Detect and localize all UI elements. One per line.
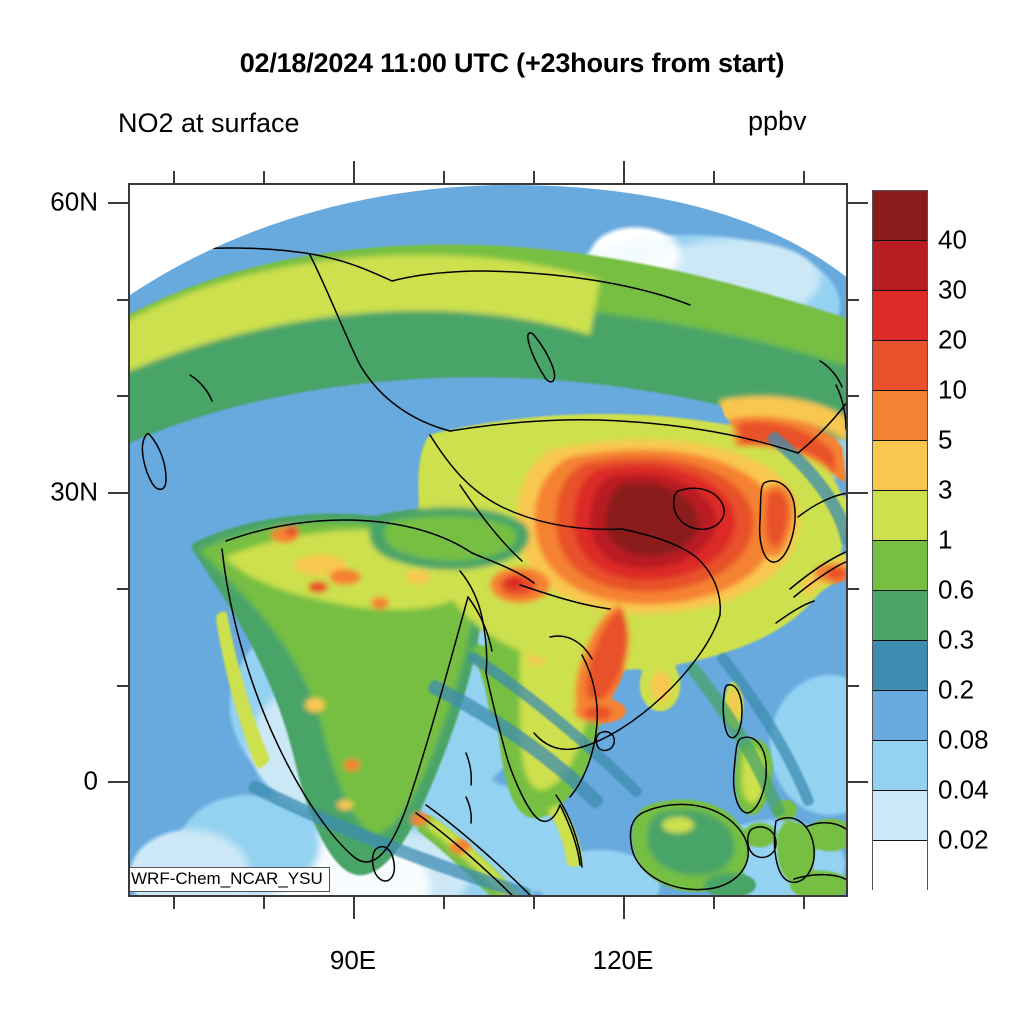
- x-tick-mark: [533, 171, 535, 183]
- colorbar-tick-label: 30: [938, 274, 967, 305]
- x-tick-mark: [353, 161, 355, 183]
- colorbar-tick-label: 10: [938, 374, 967, 405]
- colorbar-tick-label: 0.08: [938, 724, 989, 755]
- no2-concentration-field: [130, 185, 846, 895]
- y-tick-mark: [848, 202, 868, 205]
- y-tick-mark: [848, 395, 859, 398]
- y-tick-mark: [117, 588, 128, 591]
- x-axis-label: 120E: [592, 945, 654, 975]
- colorbar-segment: [873, 491, 927, 541]
- x-tick-mark: [263, 171, 265, 183]
- colorbar-tick-label: 0.3: [938, 624, 975, 655]
- y-tick-mark: [848, 491, 868, 494]
- colorbar-segment: [873, 191, 927, 241]
- colorbar-tick-label: 40: [938, 224, 967, 255]
- x-tick-mark: [173, 897, 175, 909]
- x-tick-mark: [623, 897, 625, 919]
- x-tick-mark: [623, 161, 625, 183]
- y-tick-mark: [117, 298, 128, 301]
- x-tick-mark: [713, 897, 715, 909]
- x-tick-mark: [173, 171, 175, 183]
- colorbar-segment: [873, 441, 927, 491]
- x-axis-label: 90E: [329, 945, 377, 975]
- colorbar-tick-label: 0.04: [938, 774, 989, 805]
- x-tick-mark: [533, 897, 535, 909]
- colorbar-segment: [873, 291, 927, 341]
- model-tag: WRF-Chem_NCAR_YSU: [130, 867, 330, 892]
- y-tick-mark: [108, 491, 128, 494]
- colorbar-segment: [873, 341, 927, 391]
- map-plot-area[interactable]: WRF-Chem_NCAR_YSU: [128, 183, 848, 897]
- colorbar-segment: [873, 241, 927, 291]
- x-tick-mark: [353, 897, 355, 919]
- colorbar-segment: [873, 591, 927, 641]
- units-label: ppbv: [748, 106, 807, 136]
- colorbar-segment: [873, 741, 927, 791]
- x-tick-mark: [263, 897, 265, 909]
- colorbar-segment: [873, 691, 927, 741]
- y-tick-mark: [848, 781, 868, 784]
- colorbar-tick-label: 20: [938, 324, 967, 355]
- map-canvas: [130, 185, 846, 895]
- x-tick-mark: [713, 171, 715, 183]
- x-tick-mark: [443, 897, 445, 909]
- y-tick-mark: [108, 781, 128, 784]
- y-axis-label: 60N: [50, 186, 98, 217]
- colorbar-segment: [873, 791, 927, 841]
- colorbar-segment: [873, 841, 927, 891]
- colorbar-segment: [873, 391, 927, 441]
- y-tick-mark: [108, 202, 128, 205]
- x-tick-mark: [803, 897, 805, 909]
- y-tick-mark: [848, 298, 859, 301]
- colorbar-tick-label: 1: [938, 524, 953, 555]
- page-title: 02/18/2024 11:00 UTC (+23hours from star…: [239, 48, 785, 78]
- colorbar-tick-label: 5: [938, 424, 953, 455]
- y-axis-label: 0: [83, 765, 98, 796]
- colorbar-tick-label: 3: [938, 474, 953, 505]
- y-tick-mark: [117, 684, 128, 687]
- y-tick-mark: [117, 395, 128, 398]
- colorbar-tick-label: 0.2: [938, 674, 975, 705]
- colorbar-segment: [873, 541, 927, 591]
- colorbar-segment: [873, 641, 927, 691]
- colorbar[interactable]: [872, 190, 928, 891]
- y-tick-mark: [848, 588, 859, 591]
- variable-label: NO2 at surface: [118, 108, 300, 138]
- y-axis-label: 30N: [50, 476, 98, 507]
- colorbar-tick-label: 0.02: [938, 824, 989, 855]
- colorbar-tick-label: 0.6: [938, 574, 975, 605]
- y-tick-mark: [848, 684, 859, 687]
- x-tick-mark: [443, 171, 445, 183]
- x-tick-mark: [803, 171, 805, 183]
